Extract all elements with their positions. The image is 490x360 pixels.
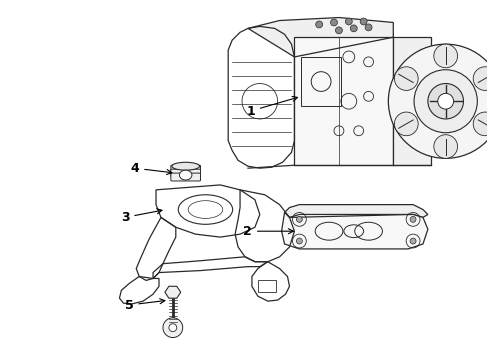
Circle shape: [410, 238, 416, 244]
Circle shape: [331, 19, 338, 26]
Circle shape: [473, 67, 490, 90]
Text: 3: 3: [121, 209, 162, 224]
Polygon shape: [248, 18, 393, 57]
FancyBboxPatch shape: [171, 169, 200, 177]
Bar: [258, 280, 276, 292]
Polygon shape: [285, 204, 428, 217]
Circle shape: [296, 238, 302, 244]
Circle shape: [389, 44, 490, 158]
Circle shape: [428, 84, 464, 119]
FancyBboxPatch shape: [171, 165, 200, 173]
Bar: [301, 57, 341, 106]
Polygon shape: [165, 286, 181, 298]
FancyBboxPatch shape: [171, 173, 200, 181]
Circle shape: [360, 18, 367, 25]
Circle shape: [365, 24, 372, 31]
Circle shape: [350, 25, 357, 32]
Text: 1: 1: [246, 96, 297, 118]
Bar: [294, 37, 393, 165]
Circle shape: [316, 21, 322, 28]
Circle shape: [410, 216, 416, 222]
Circle shape: [169, 324, 177, 332]
Circle shape: [434, 44, 458, 68]
Text: 2: 2: [243, 225, 294, 238]
Bar: [393, 37, 431, 165]
Circle shape: [414, 70, 477, 133]
Circle shape: [438, 93, 454, 109]
Circle shape: [394, 112, 418, 136]
Circle shape: [163, 318, 183, 338]
Text: 5: 5: [124, 298, 165, 311]
Circle shape: [434, 135, 458, 158]
Ellipse shape: [179, 170, 192, 180]
Circle shape: [394, 67, 418, 90]
Ellipse shape: [172, 162, 199, 170]
Text: 4: 4: [130, 162, 172, 175]
Circle shape: [296, 216, 302, 222]
Polygon shape: [282, 212, 428, 249]
Circle shape: [473, 112, 490, 136]
Circle shape: [345, 18, 352, 25]
Circle shape: [336, 27, 343, 34]
